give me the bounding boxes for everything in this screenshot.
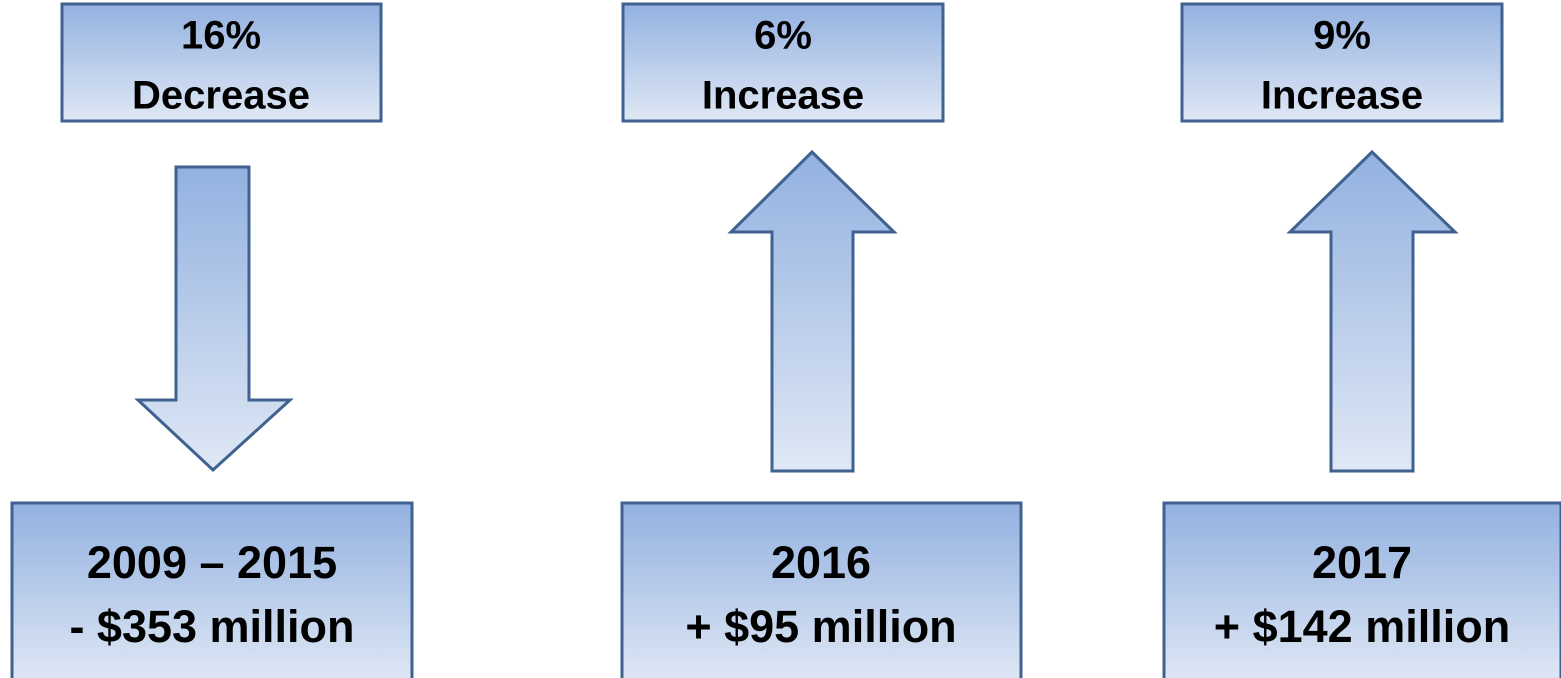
- bottom-box: [1162, 501, 1561, 678]
- arrow-up: [1286, 149, 1459, 473]
- bottom-box: [620, 501, 1023, 678]
- top-direction: Increase: [702, 74, 864, 118]
- arrow-up: [727, 149, 898, 473]
- bottom-period: 2016: [771, 537, 871, 588]
- bottom-period: 2017: [1312, 537, 1412, 588]
- top-percent: 16%: [181, 14, 261, 58]
- bottom-amount: + $142 million: [1214, 601, 1510, 652]
- arrow-down: [134, 165, 294, 473]
- top-box: [60, 2, 383, 123]
- bottom-period: 2009 – 2015: [87, 537, 337, 588]
- top-direction: Increase: [1261, 74, 1423, 118]
- top-percent: 6%: [754, 14, 812, 58]
- top-box: [1180, 2, 1504, 123]
- bottom-amount: + $95 million: [685, 601, 956, 652]
- top-box: [621, 2, 945, 123]
- top-percent: 9%: [1313, 14, 1371, 58]
- bottom-amount: - $353 million: [69, 601, 354, 652]
- bottom-box: [10, 501, 414, 678]
- top-direction: Decrease: [132, 74, 310, 118]
